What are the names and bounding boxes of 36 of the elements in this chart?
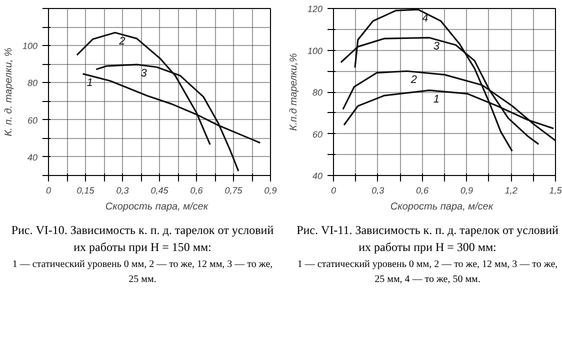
text: Рис. VI-10. Зависимость к. п. д. тарелок от условий их работы при H = 150 мм: — [10, 222, 275, 256]
y-tick-label: 40 — [312, 171, 323, 181]
x-tick-label: 0,9 — [460, 186, 473, 196]
x-tick-label: 0,3 — [116, 186, 129, 196]
y-axis-title: К.п.д тарелки,% — [288, 53, 300, 131]
y-tick-label: 100 — [307, 46, 323, 56]
series-label: 2 — [118, 36, 126, 48]
text: 1 — статический уровень 0 мм, 2 — то же, 12 мм, 3 — то же, 25 мм. — [11, 258, 274, 287]
series-label: 1 — [86, 76, 93, 89]
x-tick-label: 0,15 — [76, 186, 96, 196]
y-tick-label: 80 — [312, 88, 323, 98]
y-tick-label: 120 — [307, 4, 323, 14]
series-label: 1 — [433, 93, 440, 106]
x-tick-label: 0,9 — [264, 186, 277, 196]
series-label: 3 — [140, 68, 148, 80]
x-tick-label: 0,3 — [372, 186, 384, 196]
x-axis-title: Скорость пара, м/сек — [105, 202, 210, 212]
text: Рис. VI-11. Зависимость к. п. д. тарелок от условий их работы при H = 300 мм: — [296, 222, 560, 256]
x-tick-label: 0,45 — [150, 186, 170, 196]
x-tick-label: 0,6 — [190, 186, 203, 196]
y-tick-label: 60 — [27, 115, 38, 126]
x-tick-label: 0 — [330, 186, 336, 196]
series-label: 2 — [410, 74, 418, 86]
y-axis-title: К. п. д. тарелки, % — [3, 48, 14, 136]
x-tick-label: 0,75 — [224, 186, 244, 196]
series-label: 3 — [433, 40, 440, 53]
y-tick-label: 60 — [312, 129, 323, 140]
text: 1 — статический уровень 0 мм, 2 — то же, 12 мм, 3 — то же, 25 мм, 4 — то же, 50 мм. — [296, 258, 559, 287]
y-tick-label: 40 — [27, 152, 38, 162]
x-tick-label: 0 — [46, 186, 52, 196]
x-tick-label: 1,5 — [549, 186, 562, 196]
x-tick-label: 0,6 — [416, 186, 429, 196]
x-axis-title: Скорость пара, м/сек — [390, 202, 494, 212]
y-tick-label: 80 — [27, 78, 38, 88]
y-tick-label: 100 — [22, 41, 38, 52]
x-tick-label: 1,2 — [504, 186, 518, 196]
